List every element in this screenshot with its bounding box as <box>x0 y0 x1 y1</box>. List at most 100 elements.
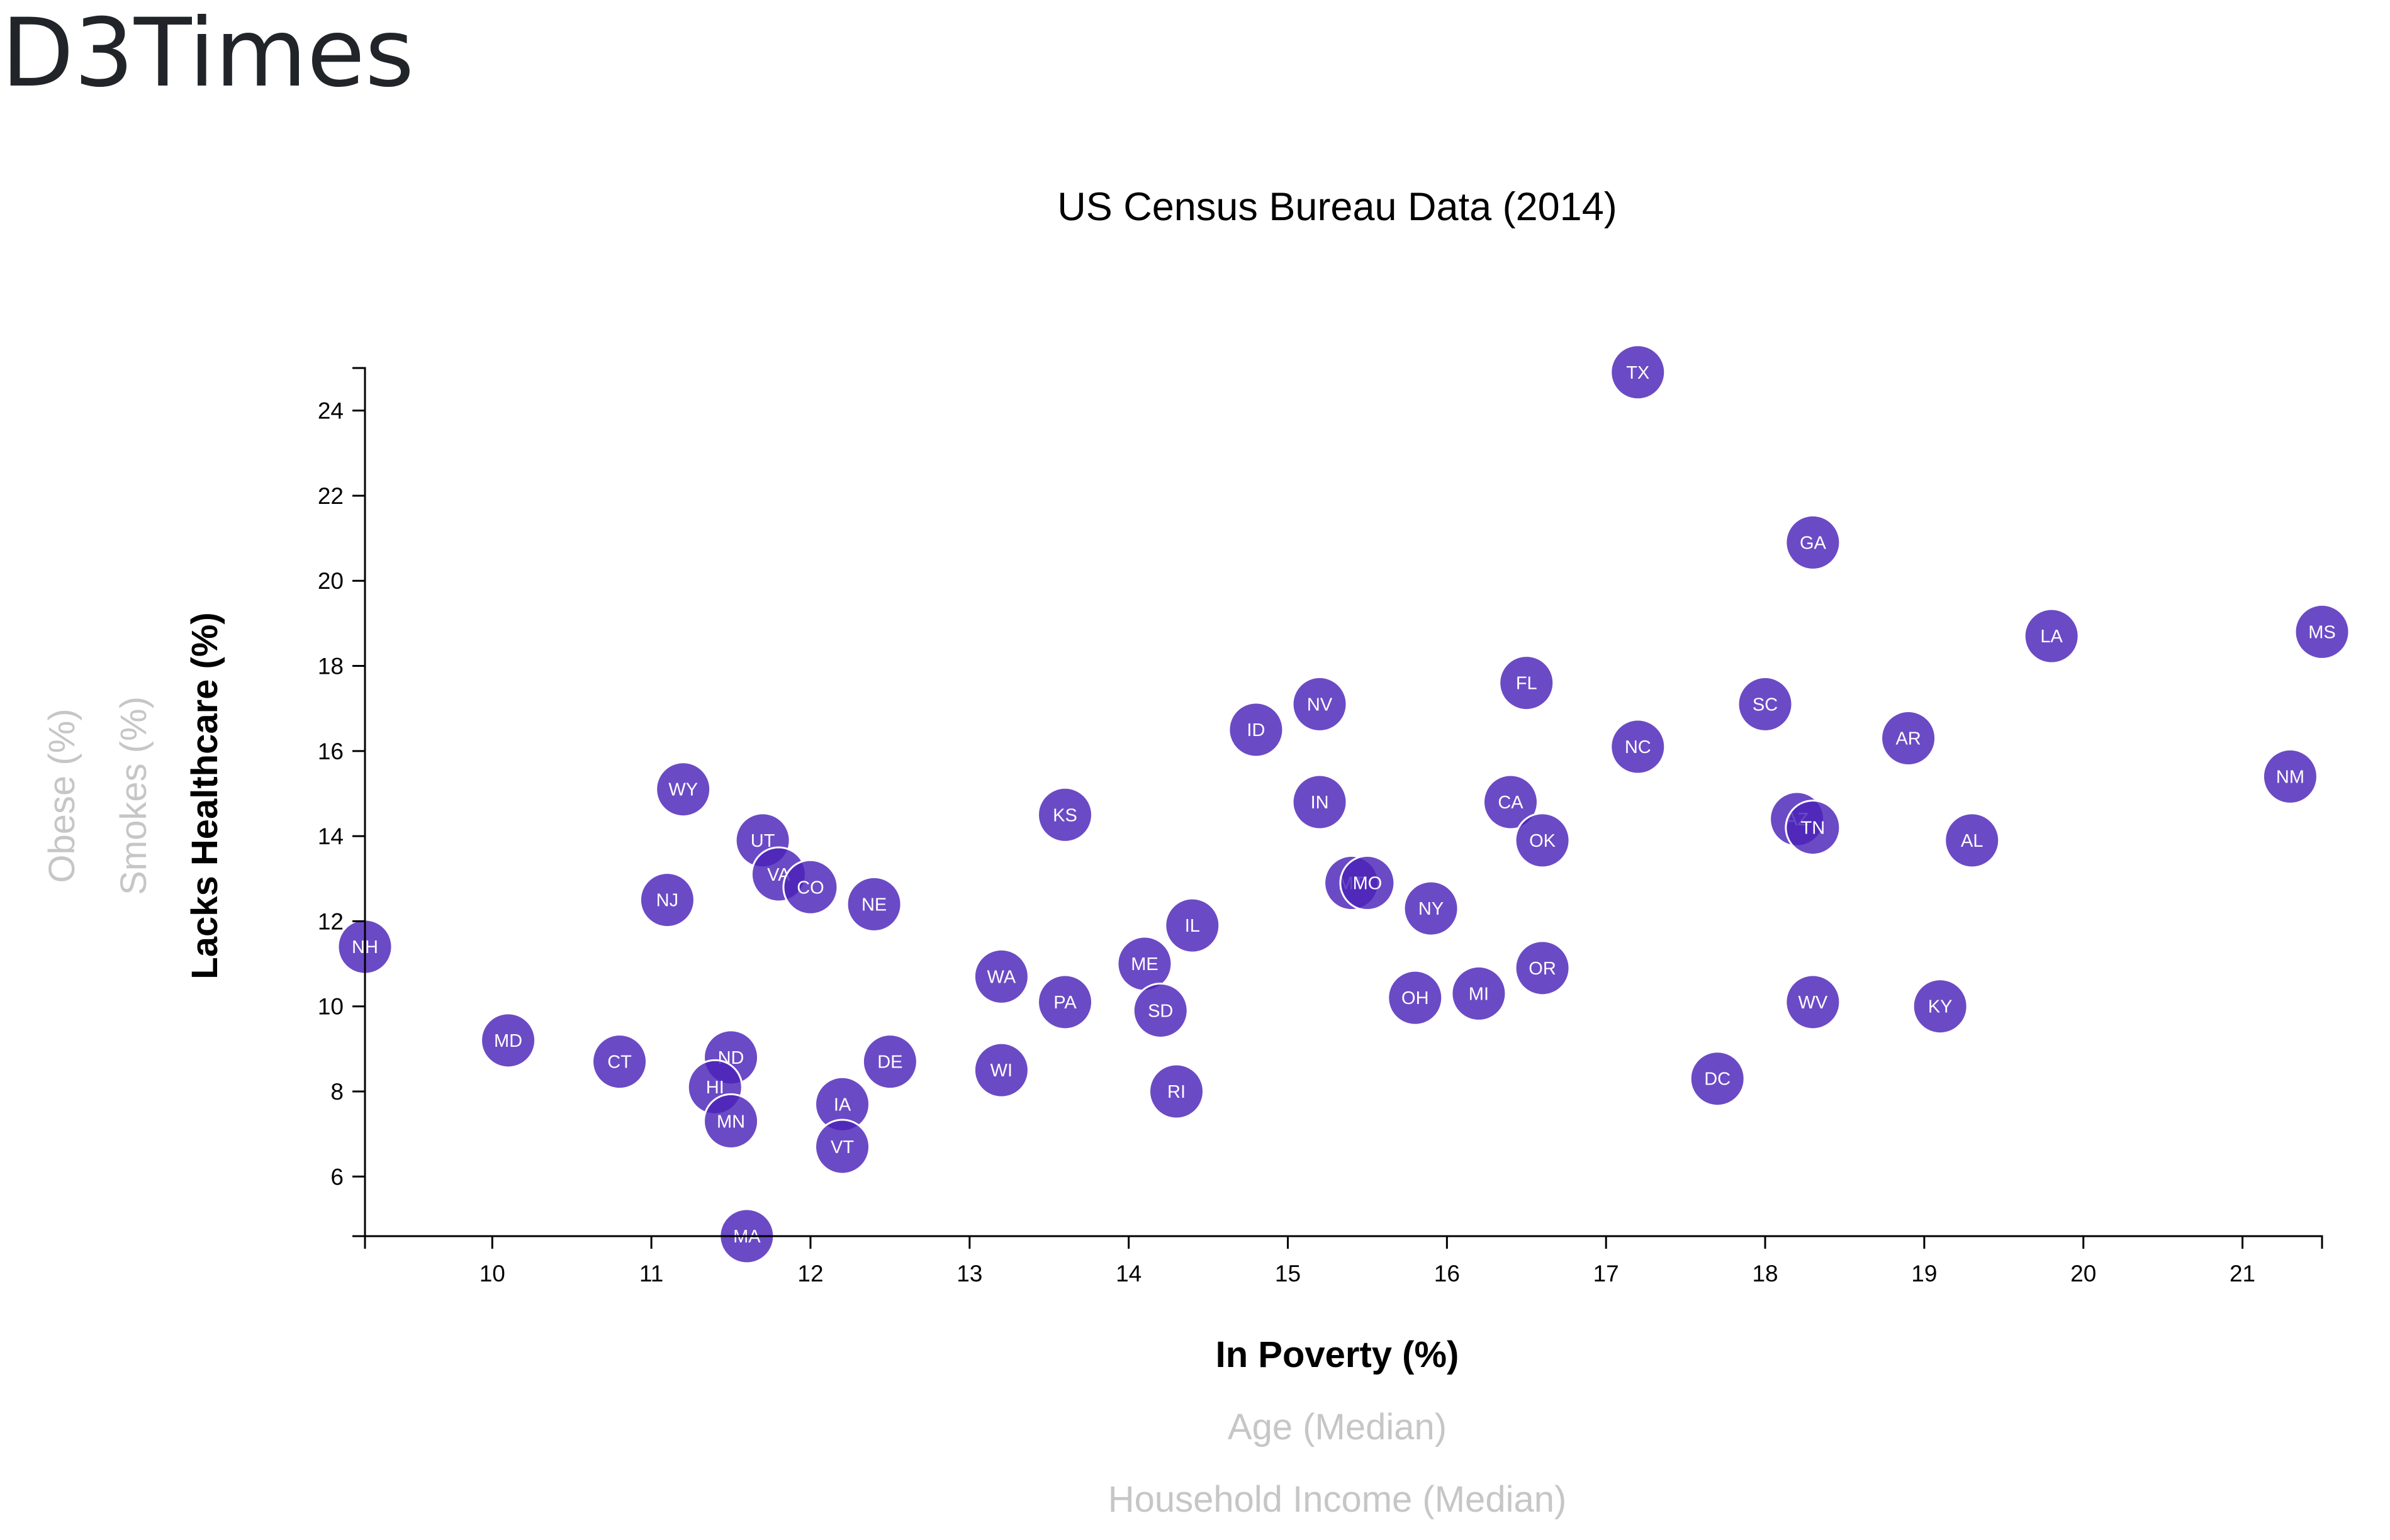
y-label-obese[interactable]: Obese (%) <box>42 708 82 883</box>
state-circle[interactable] <box>1339 855 1396 912</box>
x-label-age[interactable]: Age (Median) <box>1228 1407 1447 1448</box>
state-circle[interactable] <box>1037 974 1094 1030</box>
y-tick-label: 24 <box>318 398 344 424</box>
x-label-poverty[interactable]: In Poverty (%) <box>1216 1334 1459 1375</box>
state-point-nc[interactable]: NC <box>1610 718 1666 775</box>
y-tick-label: 18 <box>318 654 344 679</box>
state-point-mi[interactable]: MI <box>1450 965 1507 1022</box>
state-point-ok[interactable]: OK <box>1514 812 1571 869</box>
state-point-fl[interactable]: FL <box>1498 655 1555 711</box>
state-point-wa[interactable]: WA <box>973 948 1029 1005</box>
state-circle[interactable] <box>1912 978 1968 1035</box>
state-circle[interactable] <box>1403 880 1459 937</box>
state-circle[interactable] <box>639 872 695 929</box>
state-point-wy[interactable]: WY <box>655 761 712 818</box>
state-point-sc[interactable]: SC <box>1737 676 1793 732</box>
state-point-wi[interactable]: WI <box>973 1042 1029 1098</box>
state-point-ky[interactable]: KY <box>1912 978 1968 1035</box>
state-circle[interactable] <box>1037 786 1094 843</box>
y-label-smokes[interactable]: Smokes (%) <box>113 696 154 895</box>
state-point-ar[interactable]: AR <box>1880 710 1937 767</box>
y-label-healthcare[interactable]: Lacks Healthcare (%) <box>184 612 225 979</box>
state-circle[interactable] <box>1610 718 1666 775</box>
y-tick-label: 16 <box>318 739 344 764</box>
state-point-la[interactable]: LA <box>2023 608 2080 664</box>
state-point-pa[interactable]: PA <box>1037 974 1094 1030</box>
x-tick-label: 10 <box>480 1261 505 1286</box>
state-circle[interactable] <box>1387 969 1444 1026</box>
state-circle[interactable] <box>2294 603 2350 660</box>
state-circle[interactable] <box>2262 748 2318 805</box>
state-point-id[interactable]: ID <box>1228 701 1284 758</box>
state-point-al[interactable]: AL <box>1944 812 2000 869</box>
state-circle[interactable] <box>1482 774 1539 830</box>
state-point-ny[interactable]: NY <box>1403 880 1459 937</box>
state-circle[interactable] <box>973 948 1029 1005</box>
state-point-md[interactable]: MD <box>480 1012 537 1069</box>
state-point-ga[interactable]: GA <box>1785 514 1841 571</box>
state-circle[interactable] <box>655 761 712 818</box>
state-circle[interactable] <box>1785 514 1841 571</box>
state-circle[interactable] <box>814 1119 871 1175</box>
state-point-nm[interactable]: NM <box>2262 748 2318 805</box>
state-circle[interactable] <box>1291 676 1348 732</box>
state-circle[interactable] <box>703 1093 760 1149</box>
state-circle[interactable] <box>1785 800 1841 856</box>
state-circle[interactable] <box>1228 701 1284 758</box>
state-point-ms[interactable]: MS <box>2294 603 2350 660</box>
state-point-nj[interactable]: NJ <box>639 872 695 929</box>
x-tick-label: 20 <box>2070 1261 2096 1286</box>
state-circle[interactable] <box>1148 1063 1205 1120</box>
state-circle[interactable] <box>1450 965 1507 1022</box>
state-point-co[interactable]: CO <box>782 859 839 915</box>
state-circle[interactable] <box>1514 940 1571 996</box>
state-point-il[interactable]: IL <box>1164 897 1221 954</box>
state-point-ks[interactable]: KS <box>1037 786 1094 843</box>
state-point-de[interactable]: DE <box>861 1034 918 1090</box>
state-point-dc[interactable]: DC <box>1689 1051 1746 1107</box>
state-point-wv[interactable]: WV <box>1785 974 1841 1030</box>
state-point-tx[interactable]: TX <box>1610 344 1666 401</box>
state-circle[interactable] <box>1116 935 1173 992</box>
state-circle[interactable] <box>782 859 839 915</box>
state-circle[interactable] <box>1689 1051 1746 1107</box>
state-point-ct[interactable]: CT <box>592 1034 648 1090</box>
state-point-oh[interactable]: OH <box>1387 969 1444 1026</box>
state-circle[interactable] <box>1737 676 1793 732</box>
state-point-sd[interactable]: SD <box>1132 982 1189 1039</box>
state-circle[interactable] <box>2023 608 2080 664</box>
state-point-nv[interactable]: NV <box>1291 676 1348 732</box>
state-circle[interactable] <box>1944 812 2000 869</box>
state-point-mn[interactable]: MN <box>703 1093 760 1149</box>
x-tick-label: 17 <box>1593 1261 1619 1286</box>
state-circle[interactable] <box>846 876 902 932</box>
state-point-me[interactable]: ME <box>1116 935 1173 992</box>
state-circle[interactable] <box>1498 655 1555 711</box>
state-circle[interactable] <box>1610 344 1666 401</box>
x-tick-label: 18 <box>1752 1261 1778 1286</box>
state-circle[interactable] <box>1164 897 1221 954</box>
state-circle[interactable] <box>1514 812 1571 869</box>
state-point-ri[interactable]: RI <box>1148 1063 1205 1120</box>
x-label-income[interactable]: Household Income (Median) <box>1108 1479 1567 1520</box>
state-circle[interactable] <box>973 1042 1029 1098</box>
state-circle[interactable] <box>861 1034 918 1090</box>
chart-title: US Census Bureau Data (2014) <box>1057 185 1617 229</box>
state-point-vt[interactable]: VT <box>814 1119 871 1175</box>
x-tick-label: 19 <box>1911 1261 1937 1286</box>
state-circle[interactable] <box>1785 974 1841 1030</box>
state-point-or[interactable]: OR <box>1514 940 1571 996</box>
state-circle[interactable] <box>480 1012 537 1069</box>
state-point-tn[interactable]: TN <box>1785 800 1841 856</box>
y-tick-label: 20 <box>318 568 344 594</box>
state-point-mo[interactable]: MO <box>1339 855 1396 912</box>
state-circle[interactable] <box>1132 982 1189 1039</box>
state-circle[interactable] <box>592 1034 648 1090</box>
state-point-ne[interactable]: NE <box>846 876 902 932</box>
state-circle[interactable] <box>1880 710 1937 767</box>
x-tick-label: 11 <box>639 1261 663 1286</box>
y-tick-label: 8 <box>330 1079 344 1105</box>
state-circle[interactable] <box>1291 774 1348 830</box>
state-point-in[interactable]: IN <box>1291 774 1348 830</box>
